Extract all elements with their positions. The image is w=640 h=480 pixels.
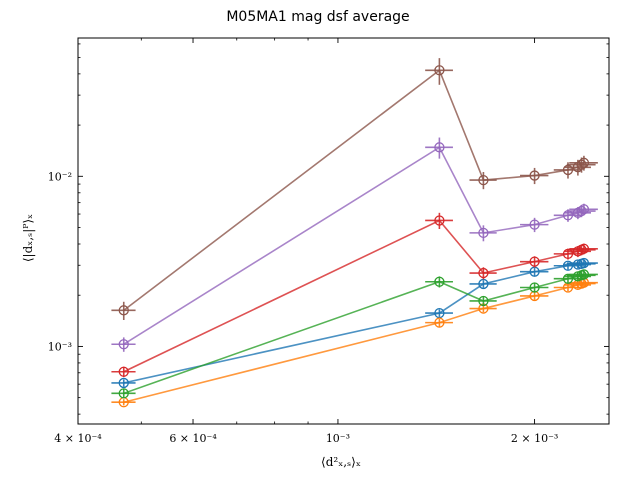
data-point — [562, 260, 574, 271]
y-tick-label: 10⁻² — [48, 170, 72, 183]
data-point — [478, 227, 489, 239]
data-point — [118, 377, 129, 389]
chart-title: M05MA1 mag dsf average — [226, 9, 409, 25]
x-tick-label: 10⁻³ — [326, 432, 350, 445]
series-3 — [111, 269, 598, 399]
x-tick-label: 6 × 10⁻⁴ — [169, 432, 217, 445]
data-point — [529, 256, 540, 267]
plot-frame — [77, 37, 610, 425]
x-tick-label: 4 × 10⁻⁴ — [54, 432, 102, 445]
data-point — [478, 174, 489, 186]
data-point — [576, 205, 587, 217]
y-tick-label: 10⁻³ — [48, 340, 72, 353]
data-point — [434, 276, 445, 287]
data-point — [578, 269, 590, 280]
data-point — [118, 339, 129, 350]
series-4 — [111, 212, 598, 378]
data-point — [529, 219, 540, 230]
data-point — [478, 295, 489, 307]
data-point — [434, 65, 445, 76]
plot-area — [111, 58, 598, 408]
series-5 — [111, 137, 598, 352]
data-point — [529, 170, 540, 181]
x-tick-label: 2 × 10⁻³ — [511, 432, 558, 445]
data-point — [434, 142, 445, 153]
data-point — [529, 282, 540, 293]
axis-ticks: 4 × 10⁻⁴ 6 × 10⁻⁴ 10⁻³ 2 × 10⁻³ 10⁻³ 10⁻² — [48, 38, 609, 445]
data-point — [118, 305, 129, 316]
data-point — [478, 278, 489, 290]
y-axis-label: ⟨|dₓ,ₛ|ᴾ⟩ₓ — [21, 214, 35, 262]
series-6 — [111, 58, 598, 321]
data-point — [578, 204, 590, 215]
data-point — [434, 317, 445, 328]
data-point — [478, 267, 489, 279]
data-point — [578, 257, 590, 269]
data-point — [578, 157, 590, 168]
data-point — [578, 243, 590, 254]
data-point — [118, 366, 129, 377]
x-axis-label: ⟨d²ₓ,ₛ⟩ₓ — [321, 455, 361, 469]
data-point — [576, 159, 587, 170]
data-point — [118, 388, 129, 399]
data-point — [562, 273, 574, 284]
data-point — [434, 215, 445, 226]
